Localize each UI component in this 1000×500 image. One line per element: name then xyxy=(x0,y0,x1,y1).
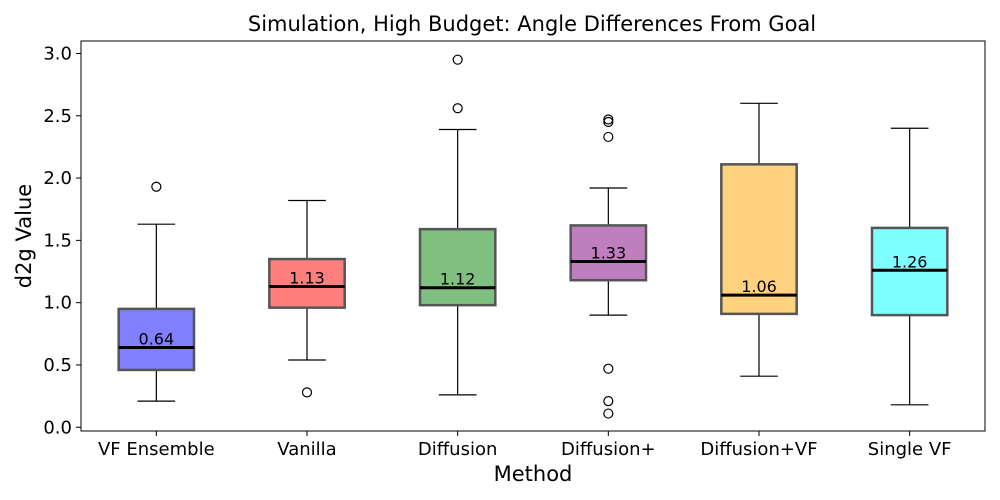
box-group: 1.33 xyxy=(569,114,648,419)
y-tick-label: 2.0 xyxy=(43,168,72,189)
x-axis: VF Ensemble Vanilla Diffusion Diffusion+ Dif… xyxy=(98,431,952,460)
outlier-point xyxy=(603,116,614,128)
outlier-point xyxy=(603,363,614,374)
y-tick-label: 0.0 xyxy=(43,417,72,438)
x-tick-label: Diffusion+VF xyxy=(700,439,817,460)
x-axis-title: Method xyxy=(494,462,573,486)
median-label: 1.12 xyxy=(440,270,476,289)
box-group: 1.13 xyxy=(268,199,346,398)
plot-area: 0.64 1.13 1.12 1.33 1.06 1.26 xyxy=(117,54,949,419)
x-tick-label: Diffusion xyxy=(418,439,497,460)
box xyxy=(418,227,497,307)
box xyxy=(569,224,648,282)
x-tick-label: Single VF xyxy=(868,439,952,460)
y-tick-label: 0.5 xyxy=(43,355,72,376)
y-tick-label: 2.5 xyxy=(43,106,72,127)
x-tick-label: Vanilla xyxy=(277,439,336,460)
outlier-point xyxy=(603,395,614,407)
box-group: 1.26 xyxy=(870,127,949,406)
box xyxy=(720,163,798,316)
median-label: 0.64 xyxy=(139,330,175,349)
outlier-point xyxy=(301,387,313,398)
y-tick-label: 1.5 xyxy=(43,230,72,251)
box-group: 1.12 xyxy=(418,54,497,396)
outlier-point xyxy=(603,408,614,419)
y-axis-title: d2g Value xyxy=(12,184,36,288)
outlier-point xyxy=(603,114,614,125)
y-tick-label: 1.0 xyxy=(43,293,72,314)
x-tick-label: Diffusion+ xyxy=(561,439,656,460)
outlier-point xyxy=(452,54,463,65)
y-tick-label: 3.0 xyxy=(43,43,72,64)
box xyxy=(117,307,196,372)
plot-frame xyxy=(80,40,986,432)
y-axis: 0.0 0.5 1.0 1.5 2.0 2.5 3.0 xyxy=(43,43,81,438)
outlier-point xyxy=(151,181,162,192)
median-label: 1.26 xyxy=(892,252,928,271)
median-label: 1.06 xyxy=(741,277,777,296)
outlier-point xyxy=(452,103,463,114)
median-label: 1.33 xyxy=(591,244,627,263)
box xyxy=(268,257,346,309)
outlier-point xyxy=(603,131,614,143)
box-group: 0.64 xyxy=(117,181,196,402)
x-tick-label: VF Ensemble xyxy=(98,439,215,460)
chart-title: Simulation, High Budget: Angle Differenc… xyxy=(248,12,816,36)
median-label: 1.13 xyxy=(289,268,325,287)
box-group: 1.06 xyxy=(720,102,798,377)
